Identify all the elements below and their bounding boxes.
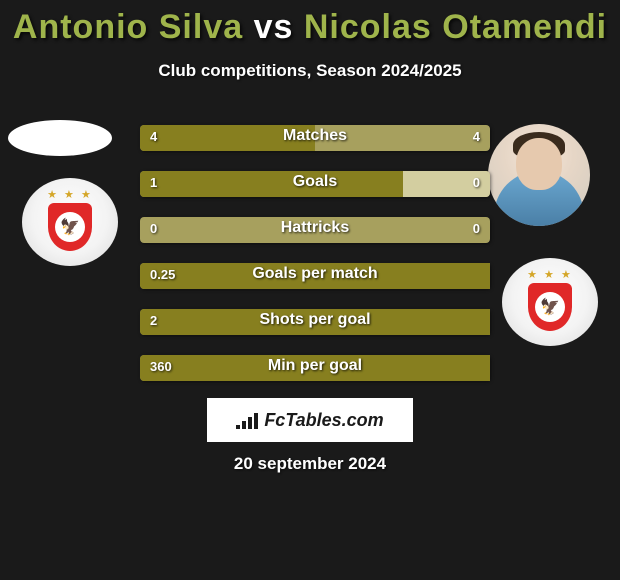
source-badge: FcTables.com (205, 396, 415, 444)
fctables-logo-icon (236, 411, 258, 429)
stat-label: Min per goal (140, 357, 490, 375)
player-face-icon (516, 138, 562, 190)
stat-label: Goals (140, 173, 490, 191)
vs-text: vs (254, 8, 294, 46)
footer-date: 20 september 2024 (0, 454, 620, 474)
player2-avatar (488, 124, 590, 226)
stat-bar-row: 44Matches (140, 125, 490, 151)
comparison-subtitle: Club competitions, Season 2024/2025 (0, 61, 620, 81)
stat-bars-container: 44Matches 10Goals 00Hattricks 0.25Goals per… (140, 125, 490, 401)
source-text: FcTables.com (264, 410, 383, 431)
player1-avatar (8, 120, 112, 156)
player2-name: Nicolas Otamendi (304, 8, 607, 46)
player1-name: Antonio Silva (13, 8, 243, 46)
stat-bar-row: 0.25Goals per match (140, 263, 490, 289)
player2-club-badge: ★ ★ ★ 🦅 (502, 258, 598, 346)
stat-label: Hattricks (140, 219, 490, 237)
comparison-title: Antonio Silva vs Nicolas Otamendi (0, 0, 620, 47)
stat-label: Shots per goal (140, 311, 490, 329)
club-crest-icon: 🦅 (55, 212, 85, 242)
club-crest-icon: 🦅 (535, 292, 565, 322)
club-stars-icon: ★ ★ ★ (47, 188, 93, 201)
club-stars-icon: ★ ★ ★ (527, 268, 573, 281)
player1-club-badge: ★ ★ ★ 🦅 (22, 178, 118, 266)
stat-bar-row: 2Shots per goal (140, 309, 490, 335)
stat-label: Goals per match (140, 265, 490, 283)
club-shield-icon: 🦅 (528, 283, 572, 331)
stat-bar-row: 360Min per goal (140, 355, 490, 381)
stat-label: Matches (140, 127, 490, 145)
stat-bar-row: 10Goals (140, 171, 490, 197)
stat-bar-row: 00Hattricks (140, 217, 490, 243)
club-shield-icon: 🦅 (48, 203, 92, 251)
